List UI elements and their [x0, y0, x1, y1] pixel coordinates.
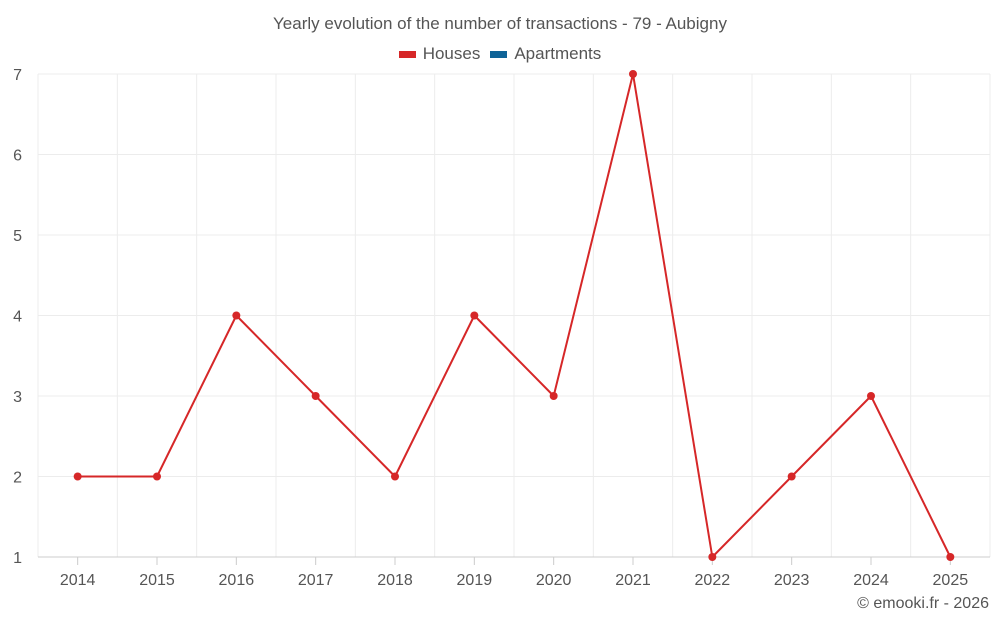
data-point-houses-2024[interactable] — [867, 392, 875, 400]
y-tick-label: 4 — [13, 309, 22, 326]
data-point-houses-2021[interactable] — [629, 70, 637, 78]
y-tick-label: 1 — [13, 550, 22, 567]
chart-legend: Houses Apartments — [0, 44, 1000, 64]
series-line-houses — [77, 73, 952, 558]
x-tick-label: 2014 — [60, 572, 96, 589]
x-tick-label: 2019 — [457, 572, 493, 589]
legend-item-houses[interactable]: Houses — [398, 44, 481, 64]
data-point-houses-2019[interactable] — [470, 311, 479, 320]
legend-item-apartments[interactable]: Apartments — [490, 44, 601, 64]
data-point-houses-2016[interactable] — [232, 311, 241, 320]
data-point-houses-2023[interactable] — [787, 472, 796, 481]
x-tick-label: 2023 — [774, 572, 810, 589]
legend-label-apartments: Apartments — [514, 44, 602, 63]
x-tick-label: 2022 — [695, 572, 731, 589]
x-tick-label: 2020 — [536, 572, 572, 589]
x-tick-label: 2018 — [377, 572, 413, 589]
data-point-houses-2018[interactable] — [391, 472, 399, 481]
x-tick-label: 2017 — [298, 572, 334, 589]
y-tick-label: 7 — [13, 67, 22, 84]
legend-label-houses: Houses — [422, 44, 481, 63]
y-tick-label: 3 — [13, 389, 22, 406]
data-point-houses-2025[interactable] — [946, 553, 955, 561]
data-point-houses-2015[interactable] — [153, 472, 161, 481]
legend-swatch-apartments — [490, 50, 508, 58]
data-point-houses-2022[interactable] — [708, 553, 717, 561]
x-tick-label: 2021 — [615, 572, 651, 589]
legend-swatch-houses — [398, 50, 416, 58]
data-point-houses-2020[interactable] — [549, 392, 558, 400]
y-tick-label: 6 — [13, 148, 22, 165]
data-point-houses-2014[interactable] — [73, 472, 82, 481]
x-tick-label: 2015 — [139, 572, 175, 589]
x-tick-label: 2025 — [933, 572, 969, 589]
x-tick-label: 2024 — [853, 572, 889, 589]
y-tick-label: 2 — [13, 470, 22, 487]
data-point-houses-2017[interactable] — [311, 392, 320, 400]
credit-text: © emooki.fr - 2026 — [857, 595, 989, 612]
chart-title: Yearly evolution of the number of transa… — [273, 14, 727, 33]
y-tick-label: 5 — [13, 228, 22, 245]
x-tick-label: 2016 — [219, 572, 255, 589]
